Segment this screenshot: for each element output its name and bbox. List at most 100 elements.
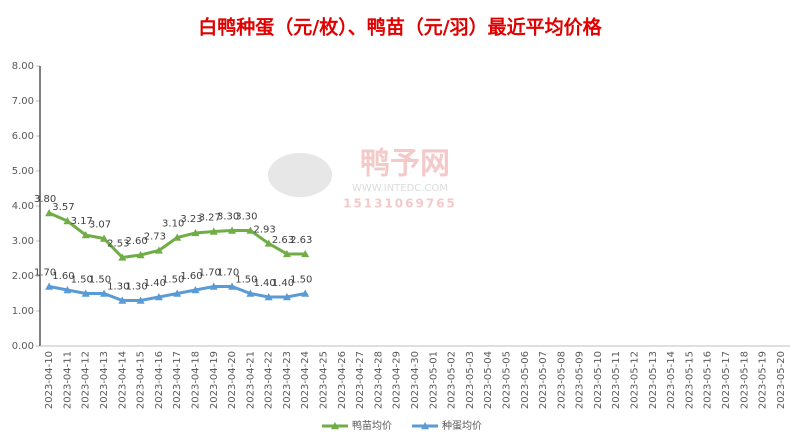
legend-marker [331,422,339,430]
x-tick-label: 2023-04-11 [62,351,73,409]
legend-item: 种蛋均价 [412,419,482,432]
x-tick-label: 2023-05-20 [776,351,787,409]
x-tick-label: 2023-04-19 [209,351,220,409]
marker [301,249,310,258]
x-tick-label: 2023-04-14 [117,351,128,409]
data-label: 2.63 [272,235,294,246]
x-tick-label: 2023-05-10 [593,351,604,409]
marker [246,226,255,234]
data-label: 2.63 [290,235,312,246]
data-label: 3.10 [162,219,184,230]
x-tick-label: 2023-04-29 [392,351,403,409]
marker [301,289,310,297]
marker [191,286,200,294]
x-tick-label: 2023-05-03 [465,351,476,409]
x-tick-label: 2023-05-09 [575,351,586,409]
watermark-logo [268,153,332,197]
marker [154,246,163,254]
marker [282,249,291,258]
marker [136,296,145,304]
marker [154,293,163,301]
x-tick-label: 2023-04-25 [319,351,330,409]
x-tick-label: 2023-05-04 [483,351,494,409]
x-tick-label: 2023-05-15 [684,351,695,409]
x-tick-label: 2023-05-17 [721,351,732,409]
data-label: 3.30 [235,212,257,223]
y-tick-label: 0.00 [12,341,34,352]
x-tick-label: 2023-04-17 [172,351,183,409]
marker [264,293,273,301]
y-tick-label: 6.00 [12,131,34,142]
marker [118,253,127,261]
y-tick-label: 2.00 [12,271,34,282]
x-tick-label: 2023-05-18 [739,351,750,409]
x-tick-label: 2023-05-16 [703,351,714,409]
y-tick-label: 4.00 [12,201,34,212]
x-tick-label: 2023-05-08 [556,351,567,409]
data-label: 2.93 [254,224,276,235]
x-tick-label: 2023-04-15 [136,351,147,409]
marker [118,296,127,304]
marker [282,293,291,301]
x-tick-label: 2023-04-18 [190,351,201,409]
watermark-name: 鸭予网 [360,147,450,182]
x-tick-label: 2023-05-01 [428,351,439,409]
x-tick-label: 2023-04-21 [245,351,256,409]
data-label: 1.70 [34,268,56,279]
data-label: 1.50 [290,275,312,286]
marker [209,227,218,235]
x-tick-label: 2023-04-30 [410,351,421,409]
data-label: 1.40 [144,278,166,289]
chart-title: 白鸭种蛋（元/枚）、鸭苗（元/羽）最近平均价格 [198,16,602,39]
y-tick-label: 5.00 [12,166,34,177]
x-tick-label: 2023-05-19 [758,351,769,409]
y-tick-label: 3.00 [12,236,34,247]
legend-marker [421,422,429,430]
marker [81,231,90,239]
watermark-url: WWW.INTEDC.COM [352,183,448,194]
marker [264,239,273,247]
x-tick-label: 2023-05-05 [501,351,512,409]
data-label: 1.50 [235,275,257,286]
marker [45,282,54,290]
data-label: 1.30 [107,282,129,293]
marker [63,286,72,294]
x-tick-label: 2023-04-22 [264,351,275,409]
y-tick-label: 1.00 [12,306,34,317]
x-tick-label: 2023-04-23 [282,351,293,409]
marker [209,282,218,290]
watermark-phone: 15131069765 [343,197,457,211]
x-tick-label: 2023-05-07 [538,351,549,409]
y-tick-label: 8.00 [12,61,34,72]
marker [228,282,237,290]
legend-item: 鸭苗均价 [322,419,392,432]
data-label: 1.50 [71,275,93,286]
data-label: 3.30 [217,212,239,223]
y-tick-label: 7.00 [12,96,34,107]
x-tick-label: 2023-04-10 [44,351,55,409]
legend-label: 鸭苗均价 [352,419,392,432]
x-tick-label: 2023-05-02 [447,351,458,409]
legend-label: 种蛋均价 [442,419,482,432]
x-tick-label: 2023-04-27 [355,351,366,409]
data-label: 3.57 [52,202,74,213]
data-label: 2.60 [125,236,147,247]
watermark: 鸭予网 WWW.INTEDC.COM 15131069765 [268,147,457,211]
marker [228,226,237,234]
x-tick-label: 2023-04-13 [99,351,110,409]
x-tick-label: 2023-05-12 [630,351,641,409]
data-label: 1.50 [162,275,184,286]
x-tick-label: 2023-04-16 [154,351,165,409]
data-label: 2.53 [107,238,129,249]
data-label: 3.17 [71,216,93,227]
data-label: 3.27 [199,213,221,224]
marker [100,234,109,242]
data-label: 1.50 [89,275,111,286]
x-tick-label: 2023-04-28 [373,351,384,409]
x-tick-label: 2023-05-06 [520,351,531,409]
x-tick-label: 2023-04-24 [300,351,311,409]
x-tick-label: 2023-05-13 [648,351,659,409]
data-label: 3.07 [89,220,111,231]
x-tick-label: 2023-04-12 [81,351,92,409]
